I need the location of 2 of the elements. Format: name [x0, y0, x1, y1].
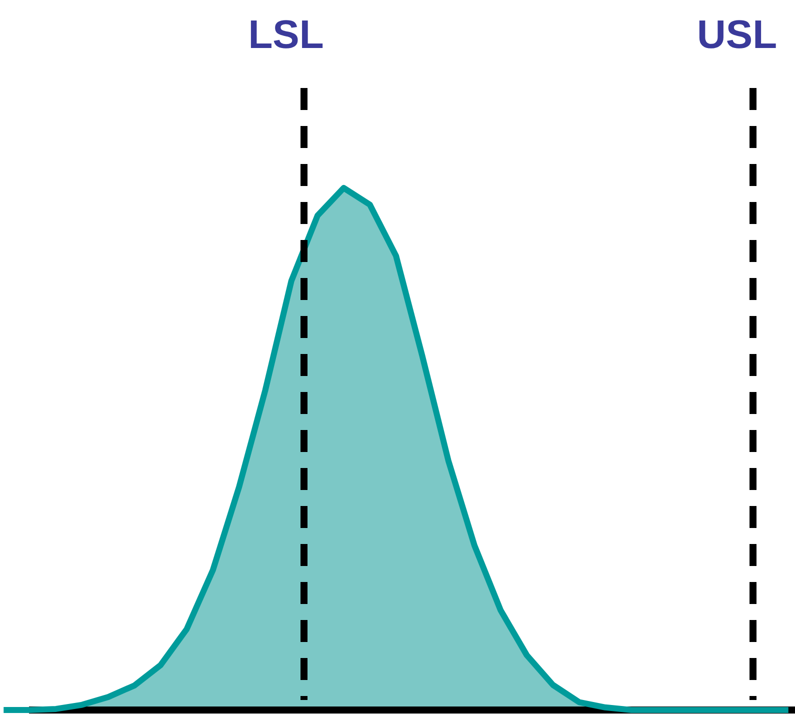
text: LSL	[248, 13, 324, 57]
text: USL	[697, 13, 777, 57]
